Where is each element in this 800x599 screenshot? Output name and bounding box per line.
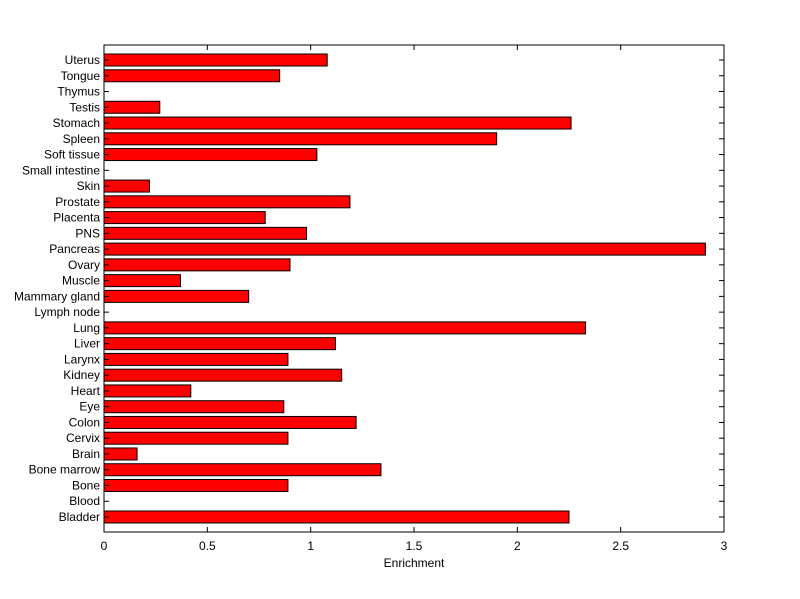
y-tick-label-placenta: Placenta xyxy=(53,211,100,225)
bar-ovary xyxy=(103,258,291,272)
y-tick-label-larynx: Larynx xyxy=(64,352,100,366)
y-tick-label-thymus: Thymus xyxy=(57,85,100,99)
bar-skin xyxy=(103,179,150,193)
bar-uterus xyxy=(103,53,328,67)
y-tick-label-cervix: Cervix xyxy=(66,431,100,445)
bar-eye xyxy=(103,400,285,414)
bar-prostate xyxy=(103,195,351,209)
x-ticks: 0 0.5 1 1.5 2 2.5 3 xyxy=(101,45,728,553)
y-tick-label-mammary-gland: Mammary gland xyxy=(14,289,100,303)
y-tick-label-blood: Blood xyxy=(69,494,100,508)
plot-frame xyxy=(103,44,725,533)
y-tick-label-bone: Bone xyxy=(72,478,100,492)
y-tick-label-heart: Heart xyxy=(71,384,101,398)
x-tick-label: 3 xyxy=(721,539,728,553)
bar-heart xyxy=(103,384,192,398)
y-tick-label-liver: Liver xyxy=(74,337,100,351)
bar-lung xyxy=(103,321,587,335)
y-tick-label-tongue: Tongue xyxy=(61,69,101,83)
bar-bladder xyxy=(103,510,570,524)
bar-placenta xyxy=(103,211,266,225)
bar-bone-marrow xyxy=(103,463,382,477)
x-tick-label: 2 xyxy=(514,539,521,553)
y-tick-label-stomach: Stomach xyxy=(53,116,100,130)
bar-muscle xyxy=(103,274,181,288)
y-tick-label-prostate: Prostate xyxy=(55,195,100,209)
y-tick-label-kidney: Kidney xyxy=(63,368,100,382)
bar-mammary-gland xyxy=(103,289,250,303)
x-tick-label: 1 xyxy=(307,539,314,553)
bar-bone xyxy=(103,478,289,492)
x-tick-label: 0 xyxy=(101,539,108,553)
y-tick-label-spleen: Spleen xyxy=(63,132,100,146)
bar-spleen xyxy=(103,132,498,146)
y-tick-label-eye: Eye xyxy=(79,400,100,414)
bar-colon xyxy=(103,415,357,429)
bar-cervix xyxy=(103,431,289,445)
x-axis-label: Enrichment xyxy=(384,556,445,570)
bar-pancreas xyxy=(103,242,706,256)
x-tick-label: 1.5 xyxy=(406,539,423,553)
bar-testis xyxy=(103,100,161,114)
y-tick-label-testis: Testis xyxy=(69,100,100,114)
y-tick-label-small-intestine: Small intestine xyxy=(22,163,100,177)
y-tick-label-lymph-node: Lymph node xyxy=(34,305,100,319)
y-tick-label-bone-marrow: Bone marrow xyxy=(29,463,101,477)
bar-tongue xyxy=(103,69,281,83)
y-tick-label-lung: Lung xyxy=(73,321,100,335)
y-tick-label-brain: Brain xyxy=(72,447,100,461)
y-tick-label-skin: Skin xyxy=(77,179,100,193)
y-tick-label-bladder: Bladder xyxy=(59,510,100,524)
x-tick-label: 2.5 xyxy=(612,539,629,553)
bar-larynx xyxy=(103,352,289,366)
y-tick-label-pancreas: Pancreas xyxy=(49,242,100,256)
bar-kidney xyxy=(103,368,343,382)
bar-pns xyxy=(103,226,308,240)
y-tick-label-pns: PNS xyxy=(75,226,100,240)
bar-stomach xyxy=(103,116,572,130)
y-tick-label-muscle: Muscle xyxy=(62,274,100,288)
y-tick-label-ovary: Ovary xyxy=(68,258,100,272)
bar-soft-tissue xyxy=(103,148,318,162)
y-tick-label-uterus: Uterus xyxy=(65,53,100,67)
y-tick-label-colon: Colon xyxy=(69,415,100,429)
x-tick-label: 0.5 xyxy=(199,539,216,553)
y-tick-label-soft-tissue: Soft tissue xyxy=(44,148,100,162)
bar-liver xyxy=(103,337,336,351)
